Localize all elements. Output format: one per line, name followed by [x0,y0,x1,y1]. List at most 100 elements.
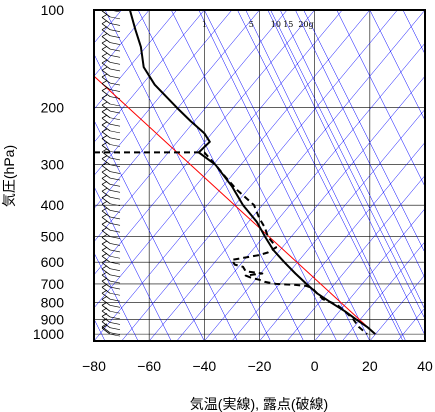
wind-barb-staff [101,29,111,36]
y-axis-title: 気圧(hPa) [1,145,17,207]
wind-barb-tail [109,280,121,284]
wind-barb-flag [101,52,108,57]
y-tick-label: 400 [41,197,65,213]
wind-barb-tail [109,274,121,278]
wind-barb-tail [109,62,121,65]
wind-barb-flag [101,220,108,225]
wind-barb-tail [109,333,121,337]
wind-barb-flag [101,187,108,192]
red-reference-line [94,75,376,335]
wind-barb-staff [101,268,111,276]
wind-barb-flag [101,101,108,106]
wind-barb-flag [101,168,108,173]
wind-barb-staff [101,131,111,139]
wind-barb-flag [101,252,108,257]
wind-barb-tail [109,55,121,58]
wind-barb-staff [101,138,111,145]
mixing-ratio-label: 1 [202,20,207,29]
mixing-ratio-label: 5 [249,20,254,29]
x-axis-title: 気温(実線), 露点(破線) [190,396,328,412]
wind-barb-flag [101,174,108,179]
wind-barb-staff [101,158,111,165]
wind-barb-tail [109,42,121,45]
wind-barb-staff [101,299,111,306]
wind-barb-flag [101,200,108,205]
wind-barb-flag [101,108,108,113]
wind-barb-staff [101,62,111,70]
mixing-ratio-line [245,10,406,341]
mixing-ratio-line [295,10,425,279]
wind-barb-flag [101,180,108,185]
mixing-ratio-line [279,10,425,311]
wind-barb-tail [109,216,121,220]
wind-barb-staff [101,10,111,18]
isotherm-line [94,10,177,110]
isotherm-lines [94,10,425,341]
mixing-ratio-lines [198,10,425,341]
wind-barb-tail [109,157,121,161]
wind-barb-staff [101,230,111,237]
wind-barb-flag [101,307,108,312]
wind-barb-staff [101,216,111,224]
wind-barb-flag [101,234,108,238]
adiabat-line [94,252,139,341]
wind-barb-staff [101,171,111,179]
wind-barb-staff [101,124,111,132]
wind-barb-staff [101,223,111,231]
wind-barb-flag [101,128,108,133]
adiabat-line [237,10,404,341]
wind-barb-tail [109,23,121,26]
isotherm-line [94,10,205,143]
isotherm-line [286,175,425,341]
dewpoint-profile-line [94,151,368,335]
wind-barb-tail [109,171,121,174]
wind-barb-flag [101,259,108,263]
wind-barb-tail [109,96,121,99]
isotherm-line [94,10,315,276]
isotherm-line [176,42,425,341]
x-tick-label: 20 [362,358,378,374]
wind-barb-flag [101,324,108,329]
x-tick-label: 0 [311,358,319,374]
y-tick-label: 600 [41,254,65,270]
wind-barb-staff [101,90,111,97]
sounding-profiles [94,10,376,335]
wind-barb-staff [101,237,111,244]
wind-barb-staff [101,55,111,63]
wind-barb-tail [109,89,121,92]
wind-barb-staff [101,178,111,185]
wind-barb-flag [101,301,108,306]
wind-barb-flag [101,135,108,139]
wind-barb-tail [109,322,121,325]
wind-barb-flag [101,73,108,78]
wind-barb-flag [101,59,108,64]
adiabat-line [104,10,271,341]
wind-barb-staff [101,104,111,112]
x-tick-label: 40 [417,358,433,374]
wind-barb-tail [109,327,121,330]
wind-barb-tail [109,103,121,107]
wind-barb-tail [109,177,121,181]
isotherm-line [94,10,233,176]
wind-barb-flag [101,142,108,146]
wind-barb-staff [101,327,111,335]
wind-barb-flag [101,295,108,300]
wind-barb-tail [109,130,121,134]
x-axis-ticks: −80 −60 −40 −20 0 20 40 [82,358,433,374]
wind-barb-tail [109,305,121,308]
wind-barb-staff [101,243,111,251]
wind-barb-staff [101,255,111,263]
adiabat-line [94,119,205,341]
wind-barb-flag [101,45,108,50]
isotherm-line [204,75,425,341]
wind-barb-tail [109,229,121,233]
wind-barb-flag [101,80,108,84]
wind-barb-staff [101,36,111,43]
wind-barb-tail [109,35,121,38]
adiabat-line [402,10,425,55]
wind-barb-staff [101,197,111,205]
isotherm-line [314,208,425,341]
wind-barb-flag [101,121,108,126]
wind-barb-staff [101,42,111,50]
wind-barb-flag [101,26,108,31]
